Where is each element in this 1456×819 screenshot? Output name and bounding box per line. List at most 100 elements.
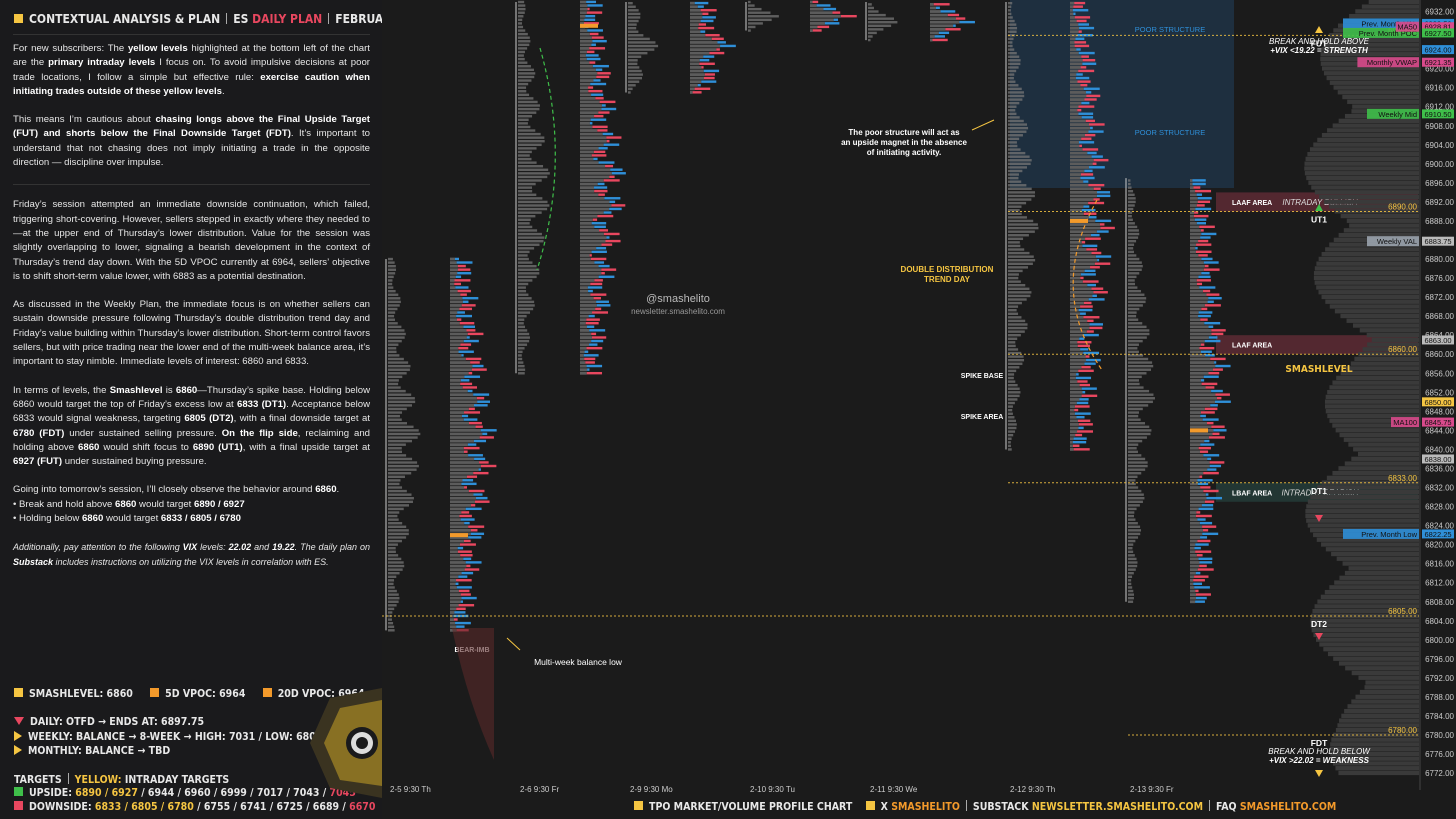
session-volume-bar [580,200,610,204]
tpo-letters-bar [518,361,524,364]
session-volume-bar [1070,26,1080,30]
zone-label: LBAF AREA [1232,490,1272,497]
session-volume-bar [580,136,607,140]
tpo-letters-bar [1128,347,1138,350]
tpo-letters-bar [518,243,540,246]
session-volume-bar [1070,126,1091,130]
composite-volume-bar [1329,418,1419,423]
price-tag-text: 6883.75 [1424,237,1451,246]
composite-volume-bar [1371,337,1419,342]
reference-label: MA100 [1393,418,1417,427]
delta-bar [464,375,481,378]
session-volume-bar [450,282,455,286]
session-volume-bar [1070,94,1087,98]
session-volume-bar [1190,407,1205,411]
price-tag [1422,417,1454,427]
delta-bar [1088,216,1097,219]
x-tick-label: 2-6 9:30 Fr [520,785,559,794]
delta-bar [599,100,616,104]
session-volume-bar [690,87,695,91]
delta-bar [1203,268,1220,271]
tpo-letters-bar [628,23,637,26]
session-volume-bar [450,275,456,279]
session-volume-bar [1190,246,1196,250]
tpo-letters-bar [388,375,403,379]
tpo-letters-bar [388,361,409,364]
delta-bar [461,414,469,418]
tpo-letters-bar [1008,316,1022,319]
tpo-letters-bar [1128,204,1135,207]
delta-bar [482,432,488,436]
delta-bar [1192,182,1206,186]
session-volume-bar [580,72,598,75]
delta-bar [589,254,592,257]
delta-bar [1081,394,1098,397]
tpo-letters-bar [518,75,535,79]
tpo-letters-bar [1128,364,1154,368]
delta-bar [940,10,956,13]
tpo-letters-bar [518,15,524,18]
tpo-letters-bar [1128,507,1137,511]
tpo-letters-bar [518,4,526,7]
tpo-letters-bar [518,354,522,357]
session-volume-bar [1070,83,1081,87]
tpo-letters-bar [1008,180,1022,183]
tpo-letters-bar [1008,334,1021,337]
session-volume-bar [1070,191,1098,194]
tpo-letters-bar [518,107,540,111]
tpo-letters-bar [868,17,895,20]
tpo-letters-bar [1008,209,1020,212]
delta-bar [460,554,473,557]
composite-volume-bar [1304,171,1419,176]
tpo-letters-bar [388,429,419,432]
level-price: 6780.00 [1388,726,1417,735]
price-tag-text: 6845.75 [1424,418,1451,427]
session-volume-bar [580,307,596,311]
composite-volume-bar [1306,518,1419,523]
composite-volume-bar [1311,185,1419,190]
composite-volume-bar [1326,475,1419,480]
tpo-letters-bar [1008,441,1011,444]
footer-newsletter-link[interactable]: NEWSLETTER.SMASHELITO.COM [1031,801,1203,813]
session-volume-bar [1070,123,1090,126]
tpo-letters-bar [388,300,401,304]
tpo-letters-bar [518,157,532,161]
tpo-letters-bar [1128,522,1138,525]
tpo-letters-bar [518,104,540,107]
tpo-letters-bar [1128,182,1131,186]
session-volume-bar [580,196,605,200]
tpo-letters-bar [1008,380,1016,383]
annotation: an upside magnet in the absence [841,138,967,147]
delta-bar [1196,279,1211,282]
session-volume-bar [930,27,946,31]
tpo-letters-bar [518,268,540,271]
tpo-letters-bar [388,354,400,357]
composite-volume-bar [1325,37,1419,43]
delta-bar [462,297,479,300]
session-volume-bar [450,603,459,607]
tpo-letters-bar [388,325,402,329]
session-volume-bar [1190,243,1197,247]
session-volume-bar [580,268,602,272]
delta-bar [812,0,819,4]
delta-bar [1092,294,1097,298]
delta-bar [468,371,473,375]
tpo-letters-bar [1008,376,1014,380]
tpo-letters-bar [1128,575,1133,578]
tpo-letters-bar [388,450,402,454]
composite-volume-bar [1319,642,1419,647]
poor-structure-zone [1010,0,1234,188]
tpo-letters-bar [388,318,395,321]
session-volume-bar [1070,108,1078,112]
poc-marker [1190,428,1208,433]
delta-bar [610,168,623,171]
session-volume-bar [580,371,587,375]
footer-x-handle[interactable]: SMASHELITO [891,801,960,813]
delta-bar [459,514,472,518]
composite-volume-bar [1332,423,1419,428]
orange-dashed-curve [1072,199,1103,371]
session-volume-bar [1190,257,1202,261]
session-volume-bar [1070,255,1096,259]
session-volume-bar [1190,386,1206,389]
footer-faq-link[interactable]: SMASHELITO.COM [1239,801,1337,813]
